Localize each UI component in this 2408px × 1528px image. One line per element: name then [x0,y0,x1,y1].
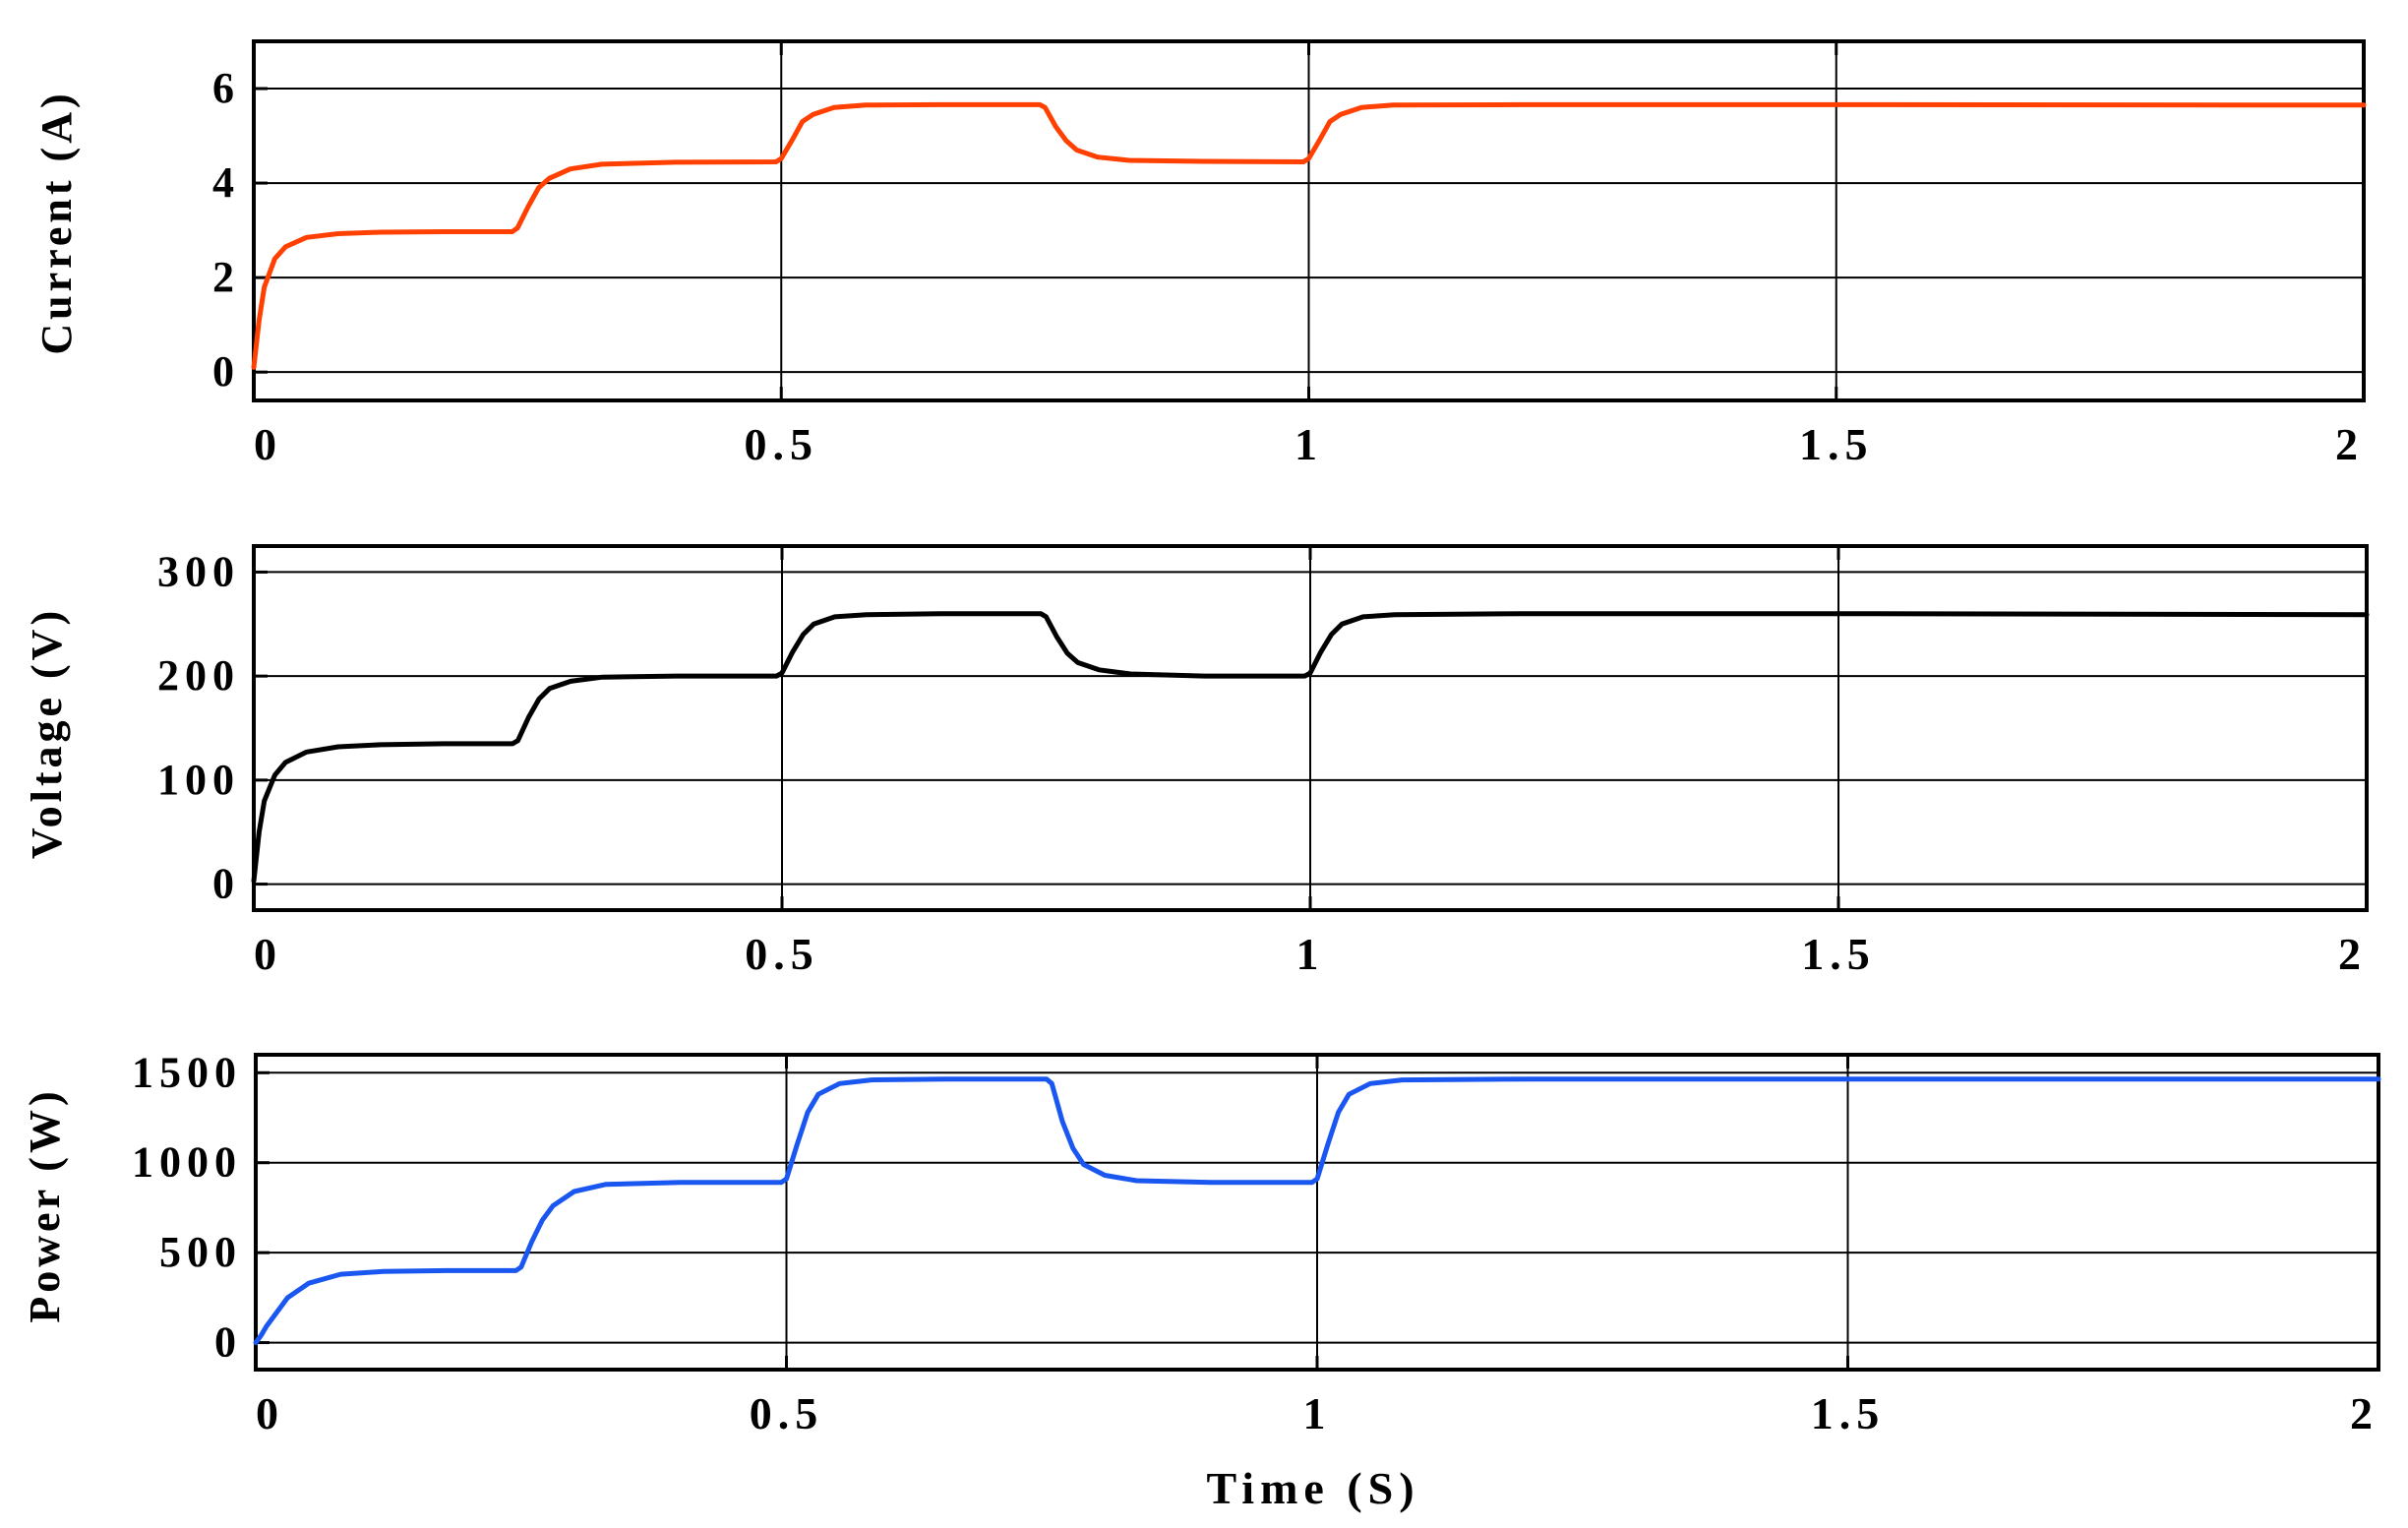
voltage-y-tick-label: 300 [157,547,240,595]
voltage-series-line [251,611,2370,884]
power-x-tick-label: 0 [256,1388,284,1438]
current-panel: 0 2 4 6 0 0.5 1 1.5 2 Current (A) [32,39,2367,469]
voltage-y-ticks: 0 100 200 300 [157,547,268,908]
current-series-line [251,101,2367,370]
current-y-ticks: 0 2 4 6 [212,64,268,396]
voltage-y-axis-label: Voltage (V) [23,607,71,859]
current-y-tick-label: 6 [212,64,240,112]
current-grid [254,41,2364,400]
current-x-tick-label: 1 [1294,419,1323,469]
voltage-x-ticks: 0 0.5 1 1.5 2 [252,546,2369,979]
power-x-tick-label: 1 [1303,1388,1332,1438]
current-x-tick-label: 0.5 [745,419,819,469]
power-grid [256,1055,2378,1370]
power-y-axis-label: Power (W) [21,1087,69,1322]
power-x-tick-label: 1.5 [1811,1388,1886,1438]
power-y-tick-label: 1000 [132,1138,242,1187]
voltage-x-tick-label: 0.5 [745,929,819,979]
current-x-tick-label: 2 [2335,419,2364,469]
power-y-tick-label: 500 [159,1228,242,1276]
voltage-panel: 0 100 200 300 0 0.5 1 1.5 2 Voltage (V) [23,544,2370,979]
voltage-x-tick-label: 0 [254,929,282,979]
current-x-ticks: 0 0.5 1 1.5 2 [252,41,2366,469]
current-y-tick-label: 2 [212,253,240,301]
power-y-ticks: 0 500 1000 1500 [132,1048,270,1367]
current-y-axis-label: Current (A) [32,90,81,354]
voltage-y-tick-label: 200 [157,651,240,700]
power-y-tick-label: 1500 [132,1048,242,1096]
current-y-tick-label: 4 [212,158,240,207]
power-series-line [253,1076,2381,1346]
power-x-ticks: 0 0.5 1 1.5 2 [254,1055,2380,1438]
voltage-y-tick-label: 100 [157,756,240,804]
power-x-tick-label: 2 [2350,1388,2378,1438]
power-x-tick-label: 0.5 [750,1388,824,1438]
current-x-tick-label: 1.5 [1799,419,1874,469]
current-series [251,101,2367,370]
current-x-tick-label: 0 [254,419,282,469]
voltage-series [251,611,2370,884]
power-panel: 0 500 1000 1500 0 0.5 1 1.5 2 Power (W) [21,1048,2381,1438]
time-axis-label: Time (S) [1206,1463,1419,1513]
voltage-x-tick-label: 2 [2338,929,2367,979]
current-y-tick-label: 0 [212,347,240,396]
voltage-x-tick-label: 1.5 [1801,929,1876,979]
voltage-x-tick-label: 1 [1296,929,1325,979]
power-series [253,1076,2381,1346]
voltage-y-tick-label: 0 [212,860,240,908]
power-y-tick-label: 0 [214,1318,242,1367]
